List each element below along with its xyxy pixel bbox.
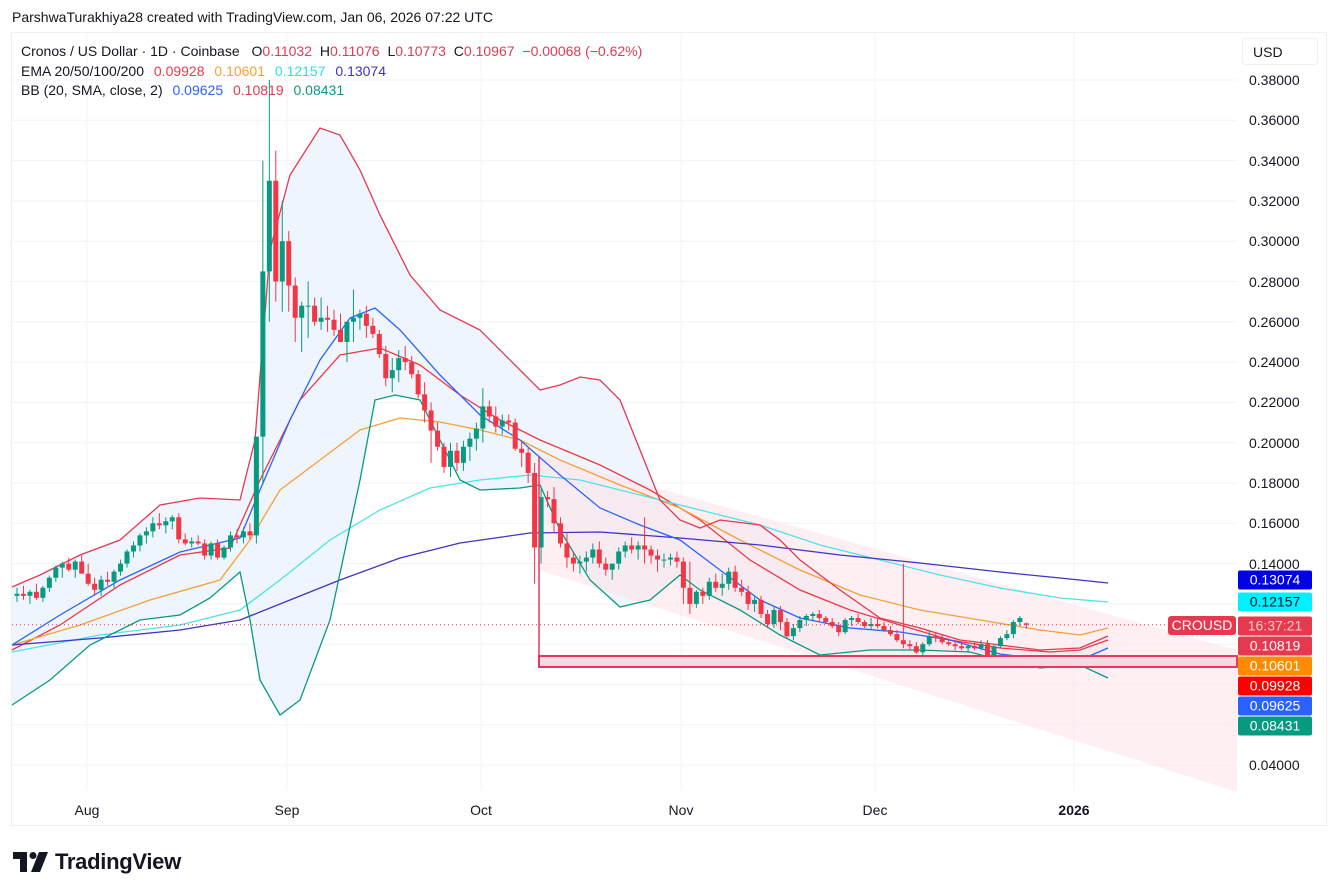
ema-label[interactable]: EMA 20/50/100/200 [21, 62, 144, 79]
low-label: L [387, 43, 396, 59]
time-axis-label: 2026 [1058, 802, 1090, 818]
time-axis-label: Oct [470, 802, 492, 818]
ema200-value: 0.13074 [335, 62, 386, 79]
bb-label[interactable]: BB (20, SMA, close, 2) [21, 82, 163, 98]
price-axis-label: 0.14000 [1249, 555, 1300, 572]
ema20-price-tag: 0.09928 [1238, 676, 1312, 696]
time-axis-label: Dec [862, 802, 888, 818]
price-axis-label: 0.26000 [1249, 313, 1300, 330]
ema-200-line [11, 531, 1109, 646]
close-value: 0.10967 [463, 43, 515, 59]
price-axis-label: 0.18000 [1249, 475, 1300, 491]
bb-basis-line [11, 307, 1109, 661]
ema20-value: 0.09928 [153, 62, 205, 79]
high-label: H [319, 43, 331, 59]
bb-lower-line [11, 394, 1109, 716]
price-axis-label: 0.36000 [1249, 112, 1300, 129]
price-axis-label: 0.22000 [1249, 394, 1300, 411]
bb-upper-value: 0.10819 [233, 82, 284, 98]
open-value: 0.11032 [262, 43, 312, 59]
bb-upper-line [11, 127, 1109, 651]
symbol-title[interactable]: Cronos / US Dollar · 1D · Coinbase [21, 43, 240, 59]
price-axis-label: 0.04000 [1249, 757, 1300, 774]
descending-channel [539, 455, 1237, 792]
tradingview-logo-text: TradingView [55, 849, 181, 874]
tradingview-logo-icon [13, 852, 48, 872]
price-axis-label: 0.34000 [1249, 152, 1300, 169]
price-axis-label: 0.32000 [1249, 192, 1300, 209]
tradingview-logo[interactable]: TradingView [13, 849, 181, 875]
bb-lower-price-tag: 0.08431 [1238, 716, 1312, 736]
candlesticks [14, 80, 1029, 659]
symbol-price-tag: CROUSD [1168, 616, 1236, 635]
close-label: C [453, 43, 464, 59]
price-axis-label: 0.16000 [1249, 515, 1300, 532]
time-axis-label: Nov [668, 802, 694, 818]
change-value: −0.00068 (−0.62%) [522, 43, 643, 59]
bb-upper-price-tag: 0.10819 [1238, 636, 1312, 656]
indicator-lines [11, 127, 1109, 716]
price-axis-label: 0.24000 [1249, 354, 1300, 371]
bollinger-band-fill [12, 128, 1108, 715]
annotations [12, 457, 1238, 668]
currency-selector[interactable]: USD [1242, 38, 1318, 65]
high-value: 0.11076 [330, 43, 380, 59]
legend-ema-row: EMA 20/50/100/200 0.09928 0.10601 0.1215… [21, 62, 642, 82]
bb-lower-value: 0.08431 [293, 82, 345, 98]
ema50-value: 0.10601 [214, 62, 265, 79]
ema200-price-tag: 0.13074 [1238, 570, 1312, 590]
time-axis-label: Sep [274, 802, 300, 818]
legend-symbol-row: Cronos / US Dollar · 1D · Coinbase O0.11… [21, 42, 642, 62]
chart-frame [11, 32, 1327, 826]
price-axis-label: 0.30000 [1249, 233, 1300, 250]
ema50-price-tag: 0.10601 [1238, 656, 1312, 676]
countdown-price-tag: 16:37:21 [1238, 616, 1312, 636]
bb-basis-price-tag: 0.09625 [1238, 696, 1312, 716]
open-label: O [251, 43, 263, 59]
price-axis-label: 0.38000 [1249, 72, 1300, 88]
chart-legend: Cronos / US Dollar · 1D · Coinbase O0.11… [21, 42, 642, 101]
legend-bb-row: BB (20, SMA, close, 2) 0.09625 0.10819 0… [21, 81, 642, 101]
bb-basis-value: 0.09625 [172, 82, 224, 98]
low-value: 0.10773 [395, 43, 446, 59]
price-axis-label: 0.20000 [1249, 434, 1300, 451]
price-axis-label: 0.28000 [1249, 273, 1300, 290]
ema100-value: 0.12157 [274, 62, 326, 79]
ema100-price-tag: 0.12157 [1238, 592, 1312, 612]
chart-credit: ParshwaTurakhiya28 created with TradingV… [12, 9, 493, 25]
time-axis-label: Aug [74, 802, 100, 818]
